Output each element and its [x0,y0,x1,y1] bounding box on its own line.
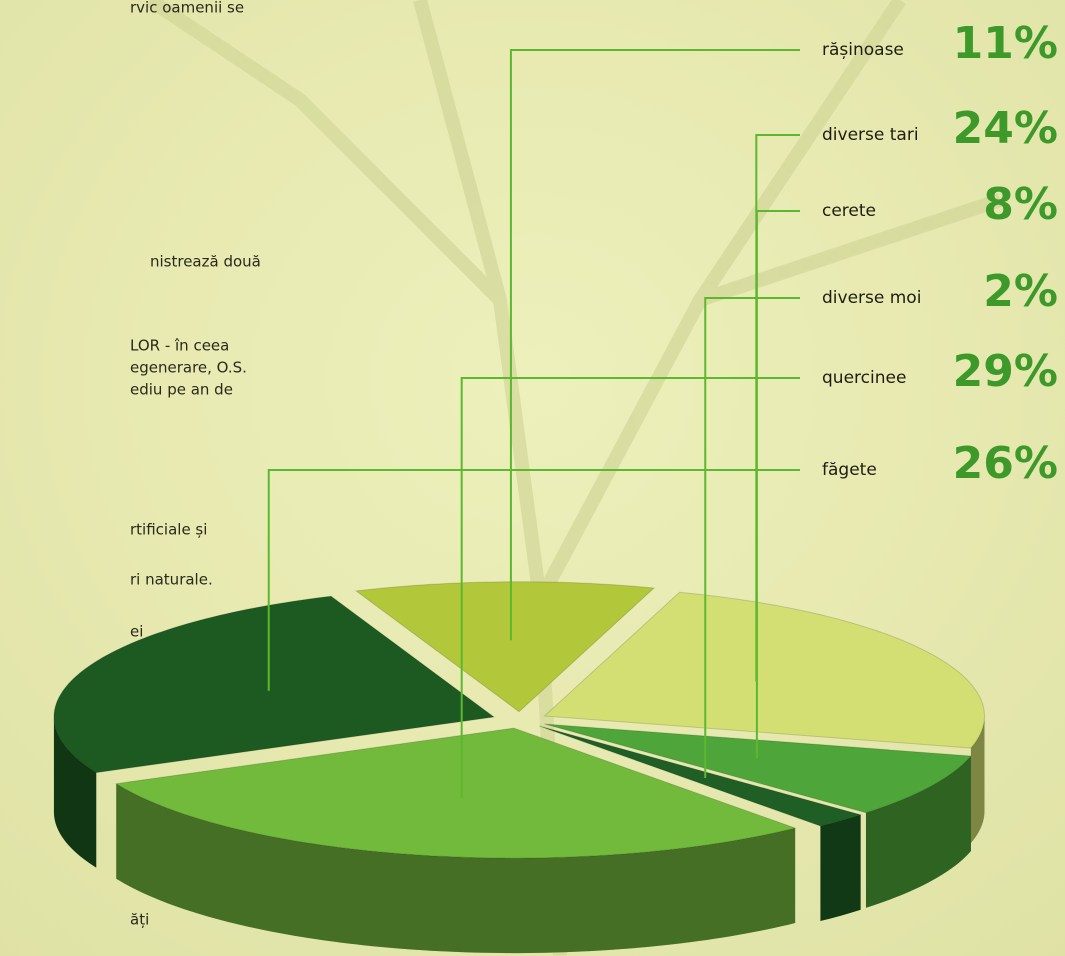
slice-wall-shade [865,756,971,908]
slice-wall [865,756,971,908]
slice-wall-shade [53,717,97,868]
slice [539,725,863,827]
slice [544,723,973,814]
page-text: ri naturale. [130,571,213,589]
category-label: quercinee [822,368,906,388]
category-label: făgete [822,460,877,480]
page-text: ei [130,623,143,641]
callout-line [755,210,800,759]
slice-wall [970,716,985,844]
callout-line [509,49,800,641]
slice-walls [53,716,985,954]
value-label: 8% [983,179,1058,230]
slice [354,581,656,713]
category-label: rășinoase [822,40,904,60]
slice-wall-shade [820,814,861,922]
slice [114,727,797,859]
callout-line [704,297,800,779]
page-text: rtificiale și [130,521,207,539]
value-label: 26% [953,438,1058,489]
page-text: LOR - în ceea [130,337,229,355]
category-label: diverse tari [822,125,919,145]
slice-tops [53,581,986,859]
page-text: nistrează două [150,253,261,271]
slice-wall [116,783,796,954]
slice-wall [820,814,861,922]
page-text: ăți [130,911,149,929]
callout-line [267,469,800,691]
value-label: 11% [953,18,1058,69]
slice-wall [53,717,97,868]
slice-wall-shade [970,716,985,844]
page-text: ediu pe an de [130,381,233,399]
callouts [267,49,800,798]
value-label: 24% [953,103,1058,154]
slice [543,591,986,749]
page-text: rvic oamenii se [130,0,244,17]
page-text: egenerare, O.S. [130,359,247,377]
category-label: diverse moi [822,288,921,308]
callout-line [460,377,800,798]
value-label: 2% [983,266,1058,317]
slice-wall-shade [116,783,796,954]
category-label: cerete [822,201,876,221]
slice [53,595,496,774]
value-label: 29% [953,346,1058,397]
